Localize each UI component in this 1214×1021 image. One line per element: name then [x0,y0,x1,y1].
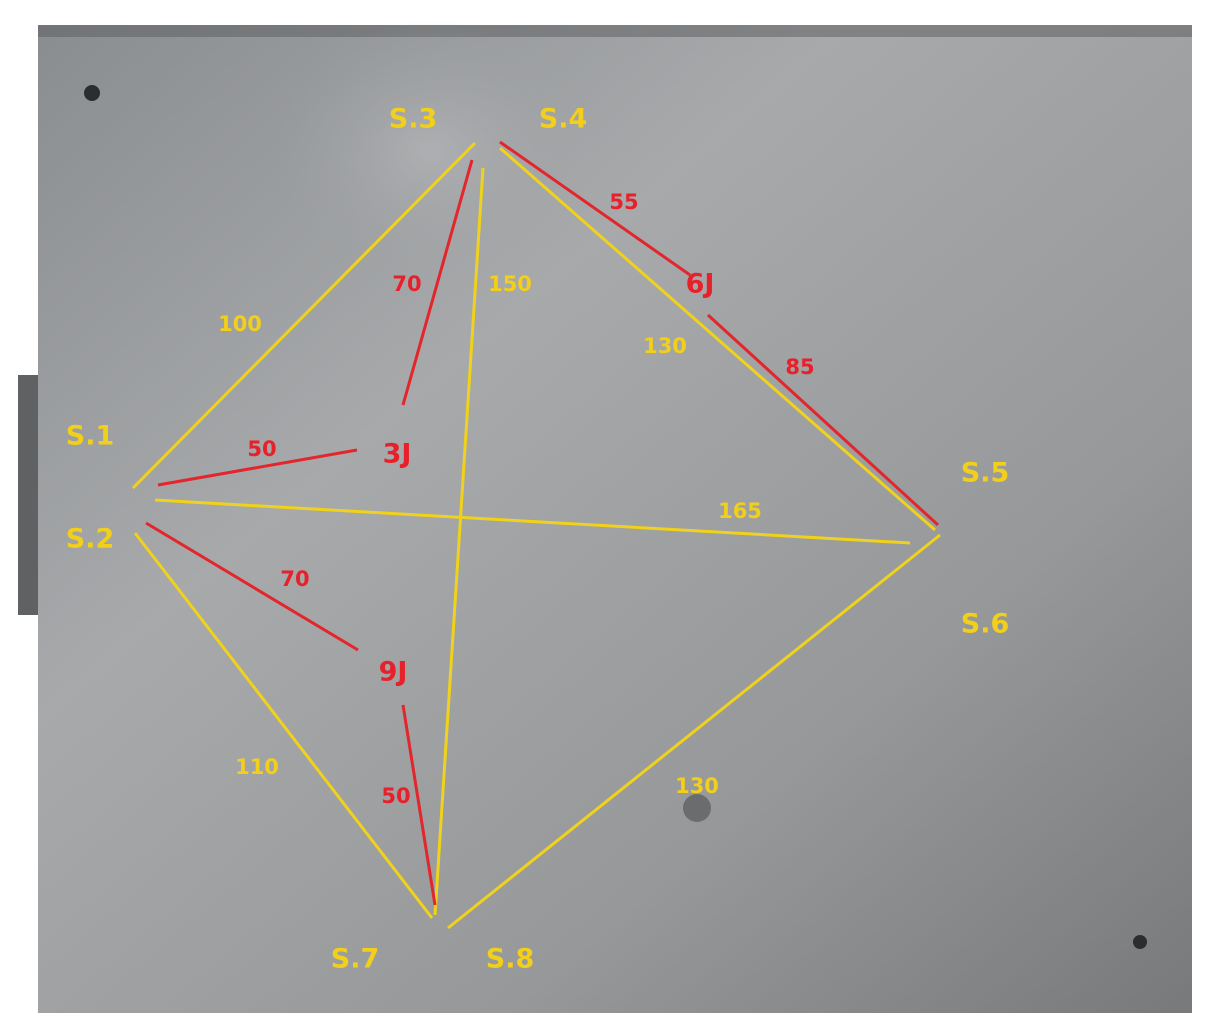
surface-mark [270,20,590,280]
sensor-label: S.4 [539,104,588,135]
hole [683,794,711,822]
impact-label: 3J [383,439,412,470]
distance-label: 130 [675,774,719,798]
plate [38,25,1192,1013]
sensor-label: S.2 [66,524,115,555]
sensor-label: S.7 [331,944,380,975]
distance-label: 165 [718,499,762,523]
sensor-label: S.5 [961,458,1010,489]
annotated-plate: S.1 S.2 S.3 S.4 S.5 S.6 S.7 S.8 3J 6J 9J… [0,0,1214,1021]
distance-label: 50 [247,437,276,461]
distance-label: 50 [381,784,410,808]
impact-label: 6J [686,269,715,300]
distance-label: 70 [392,272,421,296]
plate-edge [38,25,1192,37]
distance-label: 100 [218,312,262,336]
hole [1133,935,1147,949]
hole [84,85,100,101]
distance-label: 70 [280,567,309,591]
distance-label: 55 [609,190,638,214]
distance-label: 130 [643,334,687,358]
sensor-label: S.8 [486,944,535,975]
sensor-label: S.3 [389,104,438,135]
distance-label: 85 [785,355,814,379]
distance-label: 110 [235,755,279,779]
impact-label: 9J [379,657,408,688]
sensor-label: S.6 [961,609,1010,640]
distance-label: 150 [488,272,532,296]
sensor-label: S.1 [66,421,115,452]
